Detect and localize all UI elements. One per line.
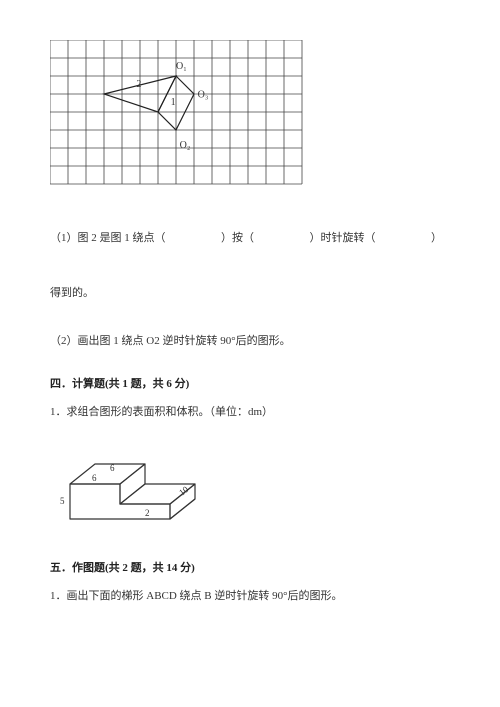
svg-text:O₃: O₃ [198, 90, 209, 101]
q1-mid2: ）时针旋转（ [310, 232, 376, 244]
svg-text:2: 2 [145, 508, 150, 518]
question-2: （2）画出图 1 绕点 O2 逆时针旋转 90°后的图形。 [50, 328, 450, 356]
section-5-q1: 1．画出下面的梯形 ABCD 绕点 B 逆时针旋转 90°后的图形。 [50, 587, 450, 603]
section-5-header: 五．作图题(共 2 题，共 14 分) [50, 559, 450, 575]
grid-rotation-figure: O₁ O₃ O₂ 1 2 [50, 40, 450, 195]
svg-text:10: 10 [177, 484, 191, 498]
section-4-header: 四．计算题(共 1 题，共 6 分) [50, 375, 450, 391]
svg-text:6: 6 [110, 463, 115, 473]
q1-mid1: ）按（ [221, 232, 254, 244]
section-4-q1: 1．求组合图形的表面积和体积。（单位：dm） [50, 403, 450, 419]
solid-composite-figure: 5 6 6 2 10 [50, 434, 450, 539]
q2-text: （2）画出图 1 绕点 O2 逆时针旋转 90°后的图形。 [50, 335, 291, 347]
svg-text:1: 1 [171, 97, 176, 108]
svg-text:O₂: O₂ [180, 140, 191, 151]
svg-text:2: 2 [136, 79, 141, 90]
q1-line2: 得到的。 [50, 287, 94, 299]
svg-text:O₁: O₁ [176, 61, 187, 72]
svg-text:5: 5 [60, 496, 65, 506]
grid-svg: O₁ O₃ O₂ 1 2 [50, 40, 310, 190]
q1-suffix: ） [431, 232, 442, 244]
solid-svg: 5 6 6 2 10 [50, 434, 230, 534]
question-1: （1）图 2 是图 1 绕点（ ）按（ ）时针旋转（ ） 得到的。 [50, 225, 450, 308]
q1-prefix: （1）图 2 是图 1 绕点（ [50, 232, 166, 244]
svg-text:6: 6 [92, 473, 97, 483]
